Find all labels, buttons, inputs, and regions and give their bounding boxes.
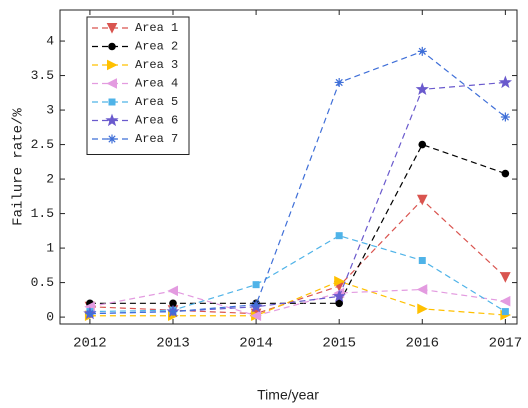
legend-marker bbox=[106, 23, 118, 34]
marker bbox=[500, 272, 511, 283]
legend-marker bbox=[108, 42, 116, 51]
marker bbox=[335, 299, 343, 308]
marker bbox=[499, 295, 511, 307]
marker bbox=[415, 82, 429, 95]
marker bbox=[334, 275, 345, 287]
marker bbox=[418, 257, 426, 265]
x-axis-label: Time/year bbox=[257, 387, 319, 403]
x-tick-label: 2017 bbox=[489, 336, 523, 352]
marker bbox=[167, 285, 179, 297]
series-line bbox=[89, 235, 506, 313]
marker bbox=[168, 307, 178, 317]
marker bbox=[332, 289, 346, 303]
legend-label: Area 3 bbox=[135, 58, 178, 72]
x-tick-label: 2013 bbox=[156, 336, 190, 352]
legend-label: Area 4 bbox=[135, 77, 178, 91]
y-tick-label: 2 bbox=[46, 172, 54, 187]
legend-marker bbox=[107, 134, 117, 144]
marker bbox=[501, 308, 509, 316]
marker bbox=[169, 299, 177, 308]
y-tick-label: 4 bbox=[46, 33, 54, 48]
y-axis-label: Failure rate/% bbox=[11, 108, 27, 226]
legend-marker bbox=[107, 59, 118, 71]
marker bbox=[500, 112, 510, 122]
marker bbox=[418, 140, 427, 149]
marker bbox=[334, 77, 344, 87]
legend-label: Area 6 bbox=[135, 114, 178, 128]
x-tick-label: 2016 bbox=[405, 336, 439, 352]
marker bbox=[417, 46, 427, 56]
marker bbox=[416, 194, 428, 206]
x-tick-label: 2014 bbox=[239, 336, 273, 352]
y-tick-label: 1.5 bbox=[31, 206, 54, 221]
y-tick-label: 3 bbox=[46, 103, 54, 118]
marker bbox=[335, 232, 343, 240]
legend-label: Area 5 bbox=[135, 95, 178, 109]
marker bbox=[498, 75, 512, 89]
marker bbox=[416, 284, 428, 295]
series-line bbox=[89, 50, 506, 315]
legend-label: Area 2 bbox=[135, 40, 178, 54]
series-line bbox=[89, 288, 506, 317]
y-tick-label: 0.5 bbox=[31, 275, 54, 290]
legend-box bbox=[86, 16, 190, 155]
legend-marker bbox=[106, 78, 117, 89]
y-tick-label: 0 bbox=[46, 310, 54, 325]
legend-marker bbox=[108, 98, 116, 106]
legend-label: Area 7 bbox=[135, 132, 178, 146]
series-line bbox=[89, 143, 506, 304]
marker bbox=[85, 309, 95, 319]
x-tick-label: 2012 bbox=[73, 336, 107, 352]
x-tick-label: 2015 bbox=[322, 336, 356, 352]
y-tick-label: 1 bbox=[46, 241, 54, 256]
marker bbox=[251, 300, 261, 310]
plot-area bbox=[59, 9, 518, 325]
y-tick-label: 2.5 bbox=[31, 137, 54, 152]
legend-marker bbox=[105, 113, 119, 127]
y-tick-label: 3.5 bbox=[31, 68, 54, 83]
marker bbox=[417, 303, 428, 315]
series-line bbox=[89, 280, 506, 317]
series-line bbox=[89, 198, 506, 315]
marker bbox=[252, 281, 260, 289]
marker bbox=[250, 310, 262, 322]
marker bbox=[501, 169, 510, 178]
legend-label: Area 1 bbox=[135, 21, 178, 35]
